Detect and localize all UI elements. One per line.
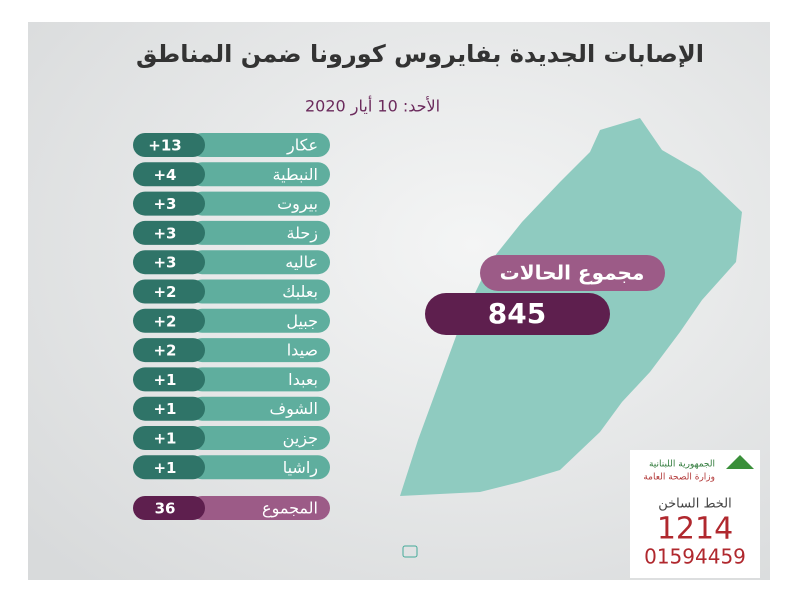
row-name: بيروت [277,194,318,214]
row-value: +1 [153,430,176,448]
row-name: بعبدا [288,370,318,389]
play-icon [402,545,418,558]
row-value-box [133,191,205,216]
row-name-box [190,133,330,157]
hotline-label: الخط الساخن [658,497,732,512]
date: الأحد: 10 أيار 2020 [305,96,440,117]
table: عكار +13 النبطية +4 بيروت +3 زحلة +3 عاليه +3 بعلب… [133,133,330,520]
row-value-box [133,279,205,304]
map-label: مجموع الحالات [500,261,645,285]
logo-line1: الجمهورية اللبنانية [649,460,715,470]
row-name-box [190,162,330,187]
row-name-box [190,367,330,392]
row-value: +2 [153,312,176,330]
logo-line2: وزارة الصحة العامة [643,473,715,483]
row-value: 36 [155,500,176,518]
row-name: زحلة [287,223,319,243]
logo-icon [726,455,754,469]
row-value: +3 [153,195,176,213]
row-value-box [133,220,205,245]
row-value-box [133,496,205,520]
map-value: 845 [488,297,546,330]
hotline-box [630,490,760,578]
row-value: +1 [153,459,176,477]
row-name-box [190,338,330,363]
row-name-box [190,220,330,245]
row-value-box [133,308,205,333]
row-value-box [133,162,205,187]
row-name: راشيا [283,458,318,478]
row-name: جزين [283,429,318,449]
row-value: +1 [153,371,176,389]
hotline-phone: 01594459 [644,545,746,569]
row-value: +1 [153,400,176,418]
row-name: الشوف [270,399,318,419]
row-name-box [190,496,330,520]
row-value: +3 [153,254,176,272]
row-name: النبطية [272,165,318,184]
row-value-box [133,455,205,480]
row-name: صيدا [287,341,318,360]
row-name-box [190,455,330,480]
title: الإصابات الجديدة بفايروس كورونا ضمن المن… [136,40,704,68]
row-value: +13 [148,137,181,155]
row-name: جبيل [286,311,318,330]
logo-box [630,450,760,490]
row-value-box [133,396,205,421]
row-name-box [190,279,330,304]
map-label-box [480,255,665,291]
row-name: عكار [286,136,318,156]
row-name-box [190,250,330,275]
row-value: +4 [153,166,176,184]
row-name-box [190,191,330,216]
map-value-box [425,293,610,335]
row-value-box [133,338,205,363]
row-value: +3 [153,224,176,242]
row-value-box [133,133,205,157]
hotline-number: 1214 [657,512,733,547]
row-value-box [133,367,205,392]
row-name-box [190,308,330,333]
row-name: بعلبك [282,282,318,301]
row-value-box [133,426,205,450]
row-name: المجموع [262,499,318,519]
row-name: عاليه [285,253,318,272]
row-name-box [190,426,330,450]
row-value-box [133,250,205,275]
row-name-box [190,396,330,421]
row-value: +2 [153,342,176,360]
row-value: +2 [153,283,176,301]
